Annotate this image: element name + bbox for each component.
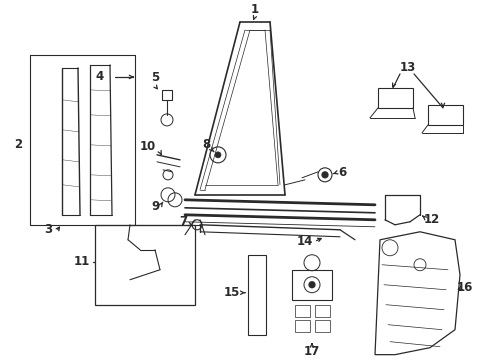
Text: 16: 16 (457, 281, 473, 294)
Text: 1: 1 (251, 4, 259, 17)
Text: 11: 11 (74, 255, 90, 268)
Text: 10: 10 (140, 140, 156, 153)
Bar (295, 305, 310, 317)
Circle shape (215, 152, 221, 158)
Text: 5: 5 (151, 71, 159, 85)
Bar (30, 55, 135, 225)
Bar (295, 320, 310, 332)
Text: 6: 6 (338, 166, 346, 179)
Text: 9: 9 (151, 200, 159, 213)
Text: 14: 14 (297, 235, 313, 248)
Text: 7: 7 (179, 215, 187, 228)
Text: 4: 4 (96, 71, 104, 84)
Text: 3: 3 (44, 223, 52, 236)
Bar (30, 55, 135, 225)
Bar (95, 225, 195, 305)
Bar (428, 105, 463, 125)
Text: 15: 15 (224, 286, 240, 299)
Text: 8: 8 (202, 138, 210, 151)
Bar (315, 320, 330, 332)
Bar (248, 255, 266, 335)
Text: 2: 2 (14, 138, 22, 151)
Circle shape (322, 172, 328, 178)
Circle shape (309, 282, 315, 288)
Text: 12: 12 (424, 213, 440, 226)
Bar (162, 90, 172, 100)
Bar (378, 88, 413, 108)
Text: 13: 13 (400, 62, 416, 75)
Bar (315, 305, 330, 317)
Bar (292, 270, 332, 300)
Text: 17: 17 (304, 345, 320, 358)
